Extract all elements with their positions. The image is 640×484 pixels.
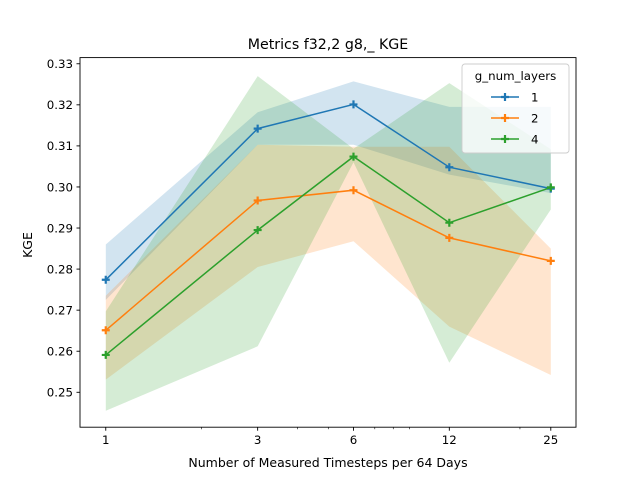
x-tick-label: 6 xyxy=(350,433,358,447)
band-series-4 xyxy=(105,76,551,411)
x-tick-label: 3 xyxy=(254,433,262,447)
point-series-4-2 xyxy=(349,152,358,161)
point-series-4-4 xyxy=(546,183,555,192)
point-series-2-3 xyxy=(445,233,454,242)
point-series-2-2 xyxy=(349,186,358,195)
point-series-4-1 xyxy=(253,226,262,235)
y-tick-label: 0.33 xyxy=(47,57,73,71)
y-tick-label: 0.28 xyxy=(47,262,73,276)
y-tick-label: 0.26 xyxy=(47,345,73,359)
point-series-1-3 xyxy=(445,163,454,172)
y-tick-label: 0.32 xyxy=(47,98,73,112)
legend-label-4: 4 xyxy=(531,132,539,146)
point-series-1-0 xyxy=(101,275,110,284)
y-tick-label: 0.29 xyxy=(47,221,73,235)
legend-marker-2 xyxy=(501,114,509,122)
legend-label-1: 1 xyxy=(531,90,539,104)
point-series-4-0 xyxy=(101,350,110,359)
point-series-4-3 xyxy=(445,218,454,227)
point-series-2-0 xyxy=(101,326,110,335)
x-tick-label: 25 xyxy=(543,433,558,447)
point-series-1-1 xyxy=(253,124,262,133)
x-tick-label: 12 xyxy=(442,433,457,447)
legend-title: g_num_layers xyxy=(475,69,556,83)
x-axis-label: Number of Measured Timesteps per 64 Days xyxy=(188,455,467,470)
point-series-2-4 xyxy=(546,256,555,265)
legend-label-2: 2 xyxy=(531,111,539,125)
legend-box xyxy=(461,63,570,154)
band-series-1 xyxy=(105,81,551,300)
y-axis-label: KGE xyxy=(20,232,35,258)
x-tick-label: 1 xyxy=(102,433,110,447)
legend-marker-1 xyxy=(501,93,509,101)
y-tick-label: 0.30 xyxy=(47,180,73,194)
y-tick-label: 0.31 xyxy=(47,139,73,153)
y-tick-label: 0.25 xyxy=(47,386,73,400)
point-series-2-1 xyxy=(253,196,262,205)
chart-title: Metrics f32,2 g8,_ KGE xyxy=(248,37,409,53)
y-tick-label: 0.27 xyxy=(47,303,73,317)
legend-marker-4 xyxy=(501,135,509,143)
band-series-2 xyxy=(105,144,551,380)
point-series-1-2 xyxy=(349,100,358,109)
